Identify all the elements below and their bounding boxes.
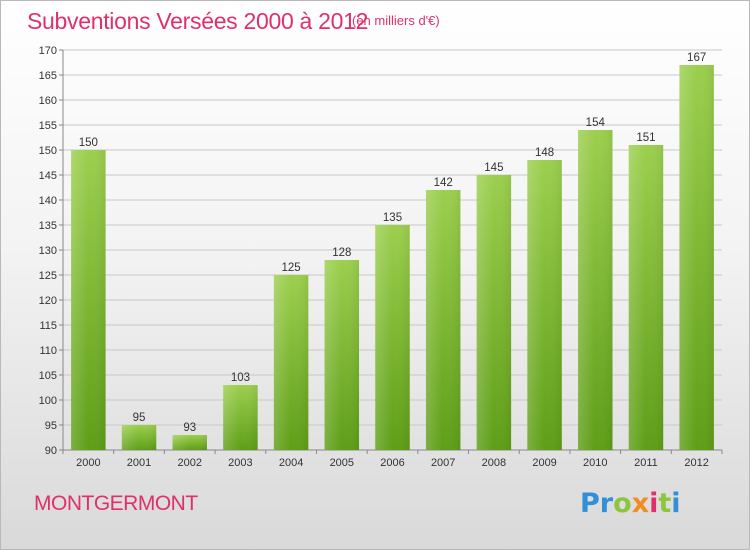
bar-shine bbox=[578, 130, 613, 450]
data-label: 128 bbox=[332, 247, 351, 259]
y-tick-label: 165 bbox=[39, 70, 57, 82]
y-tick-label: 120 bbox=[39, 295, 57, 307]
y-tick-label: 100 bbox=[39, 395, 57, 407]
y-tick-label: 130 bbox=[39, 245, 57, 257]
data-label: 135 bbox=[383, 212, 402, 224]
data-label: 142 bbox=[434, 177, 453, 189]
bar-shine bbox=[223, 385, 258, 450]
x-tick-label: 2002 bbox=[177, 457, 201, 469]
logo-letter: r bbox=[599, 488, 614, 519]
logo-letter: o bbox=[613, 488, 632, 519]
logo-letter: i bbox=[649, 488, 659, 519]
labels: 90 95 100 105 110 115 120 125 130 135 140 145 150 155… bbox=[39, 45, 709, 469]
y-tick-label: 105 bbox=[39, 370, 57, 382]
x-tick-label: 2001 bbox=[127, 457, 151, 469]
bar-shine bbox=[476, 175, 512, 450]
y-tick-label: 90 bbox=[45, 445, 57, 457]
data-label: 95 bbox=[133, 412, 146, 424]
x-tick-label: 2003 bbox=[228, 457, 252, 469]
data-label: 125 bbox=[282, 262, 301, 274]
bar-shine bbox=[425, 190, 461, 450]
bar-shine bbox=[375, 225, 410, 450]
logo-letter: P bbox=[580, 488, 600, 519]
x-tick-label: 2012 bbox=[684, 457, 708, 469]
data-label: 103 bbox=[231, 372, 250, 384]
y-tick-label: 160 bbox=[39, 95, 57, 107]
data-label: 145 bbox=[484, 162, 503, 174]
x-tick-label: 2004 bbox=[279, 457, 303, 469]
chart-subtitle: (en milliers d'€) bbox=[352, 13, 440, 28]
data-label: 154 bbox=[586, 117, 606, 129]
y-tick-label: 145 bbox=[39, 170, 57, 182]
bar-shine bbox=[679, 65, 714, 450]
bars bbox=[71, 65, 714, 450]
x-tick-label: 2010 bbox=[583, 457, 607, 469]
commune-name: MONTGERMONT bbox=[34, 492, 198, 515]
x-tick-label: 2005 bbox=[330, 457, 354, 469]
bar-shine bbox=[121, 425, 157, 450]
bar-shine bbox=[324, 260, 360, 450]
x-tick-label: 2007 bbox=[431, 457, 455, 469]
y-tick-label: 125 bbox=[39, 270, 57, 282]
bar-shine bbox=[71, 150, 106, 450]
data-label: 151 bbox=[636, 132, 655, 144]
data-label: 148 bbox=[535, 147, 554, 159]
bar-shine bbox=[628, 145, 664, 450]
x-tick-label: 2009 bbox=[532, 457, 556, 469]
bar-shine bbox=[172, 435, 207, 450]
y-tick-label: 155 bbox=[39, 120, 57, 132]
y-tick-label: 95 bbox=[45, 420, 57, 432]
x-tick-label: 2006 bbox=[380, 457, 404, 469]
logo-letter: x bbox=[631, 488, 650, 519]
logo-letter: t bbox=[658, 488, 672, 519]
data-label: 150 bbox=[79, 137, 98, 149]
y-tick-label: 150 bbox=[39, 145, 57, 157]
bar-shine bbox=[273, 275, 309, 450]
y-tick-label: 115 bbox=[39, 320, 57, 332]
x-tick-label: 2011 bbox=[634, 457, 658, 469]
chart-title: Subventions Versées 2000 à 2012 bbox=[27, 8, 369, 34]
x-tick-label: 2000 bbox=[76, 457, 100, 469]
y-tick-label: 110 bbox=[39, 345, 57, 357]
data-label: 167 bbox=[687, 52, 706, 64]
proxiti-logo: Proxiti bbox=[580, 488, 681, 519]
data-label: 93 bbox=[183, 422, 196, 434]
logo-letter: i bbox=[671, 488, 681, 519]
y-tick-label: 140 bbox=[39, 195, 57, 207]
x-tick-label: 2008 bbox=[482, 457, 506, 469]
bar-shine bbox=[527, 160, 562, 450]
y-tick-label: 135 bbox=[39, 220, 57, 232]
y-tick-label: 170 bbox=[39, 45, 57, 57]
